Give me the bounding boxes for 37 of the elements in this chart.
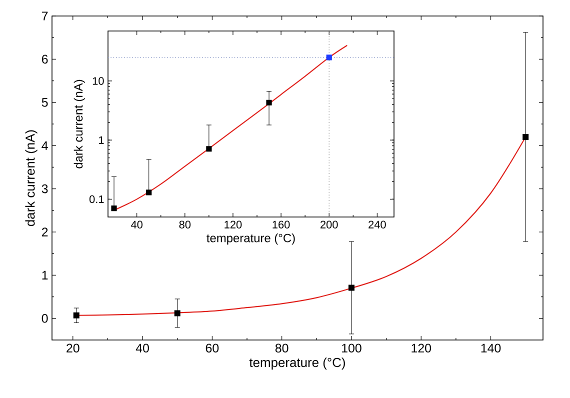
x-tick-label: 20 <box>66 344 80 353</box>
point <box>174 310 180 316</box>
y-axis-title: dark current (nA) <box>74 80 85 168</box>
y-tick-label: 7 <box>42 12 48 20</box>
y-tick-label: 5 <box>42 98 48 107</box>
x-tick-label: 140 <box>481 344 501 353</box>
x-tick-label: 200 <box>320 220 338 228</box>
y-tick-label: 10 <box>92 77 104 85</box>
point <box>266 100 272 106</box>
y-tick-label: 2 <box>42 228 48 236</box>
point <box>146 190 152 196</box>
point <box>73 312 80 318</box>
point <box>326 54 332 60</box>
x-tick-label: 40 <box>130 220 142 228</box>
y-axis-title: dark current (nA) <box>25 130 38 226</box>
x-tick-label: 240 <box>368 220 386 228</box>
y-tick-label: 1 <box>99 136 104 144</box>
y-tick-label: 0 <box>42 314 48 323</box>
x-axis-title: temperature (°C) <box>206 234 295 245</box>
y-tick-label: 3 <box>42 184 48 194</box>
point <box>522 134 529 140</box>
y-tick-label: 4 <box>42 141 48 150</box>
y-tick-label: 0.1 <box>89 195 104 204</box>
point <box>206 146 212 152</box>
x-tick-label: 40 <box>136 344 149 353</box>
x-tick-label: 120 <box>412 344 432 353</box>
x-tick-label: 80 <box>275 344 288 353</box>
point <box>111 206 117 212</box>
x-axis-title: temperature (°C) <box>249 358 345 370</box>
y-tick-label: 6 <box>42 54 48 64</box>
point <box>348 284 354 291</box>
x-tick-label: 120 <box>224 220 242 228</box>
x-tick-label: 60 <box>206 344 219 353</box>
x-tick-label: 100 <box>342 344 362 353</box>
y-tick-label: 1 <box>42 270 48 280</box>
x-tick-label: 80 <box>179 220 191 228</box>
x-tick-label: 160 <box>272 220 290 228</box>
